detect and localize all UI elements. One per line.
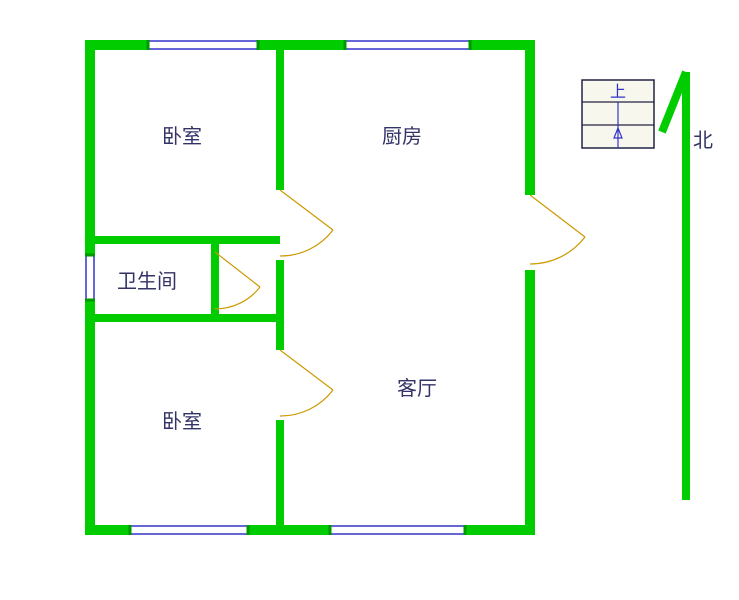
label-kitchen: 厨房 (382, 125, 422, 148)
label-north: 北 (693, 129, 713, 152)
door-entry-arc (530, 237, 585, 264)
labels: 卧室 厨房 卫生间 卧室 客厅 北 (117, 125, 713, 433)
door-bathroom-leaf (215, 252, 260, 287)
door-entry-leaf (530, 195, 585, 237)
floor-plan: 上 卧室 厨房 卫生间 卧室 客厅 北 (0, 0, 739, 600)
stairs: 上 (582, 80, 654, 148)
door-bedroom2-arc (280, 390, 333, 416)
label-bedroom2: 卧室 (162, 410, 202, 433)
door-bedroom1-leaf (280, 190, 333, 230)
stairs-label: 上 (610, 83, 626, 101)
label-bathroom: 卫生间 (117, 270, 177, 293)
door-bedroom1-arc (280, 230, 333, 256)
label-living: 客厅 (397, 377, 437, 400)
north-arrow (662, 72, 686, 500)
label-bedroom1: 卧室 (162, 125, 202, 148)
door-bedroom2-leaf (280, 350, 333, 390)
door-bathroom-arc (215, 287, 260, 309)
